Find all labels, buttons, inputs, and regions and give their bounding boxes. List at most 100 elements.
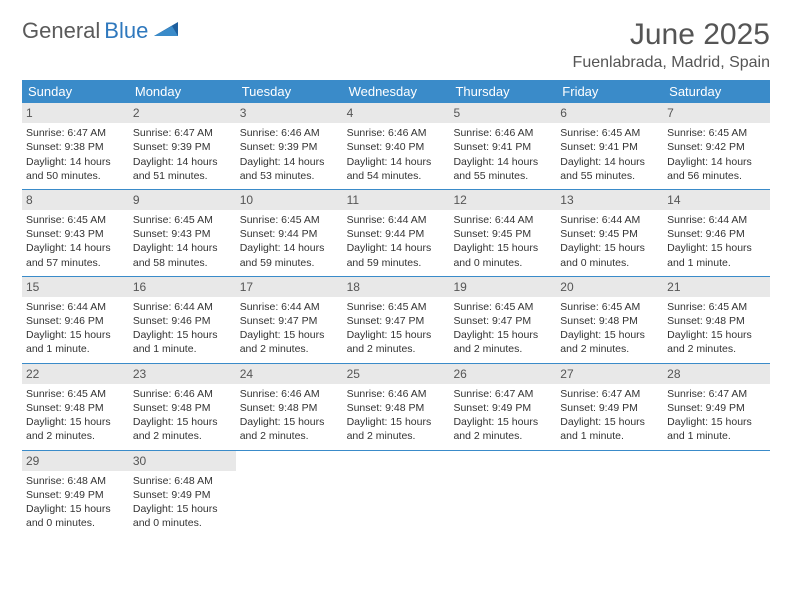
logo: GeneralBlue xyxy=(22,18,180,44)
daylight-text: Daylight: 15 hours and 2 minutes. xyxy=(453,328,552,356)
sunset-text: Sunset: 9:44 PM xyxy=(240,227,339,241)
sunset-text: Sunset: 9:48 PM xyxy=(667,314,766,328)
day-number: 2 xyxy=(129,103,236,123)
day-cell: 8 Sunrise: 6:45 AMSunset: 9:43 PMDaylight… xyxy=(22,190,129,276)
sunrise-text: Sunrise: 6:47 AM xyxy=(133,126,232,140)
sunset-text: Sunset: 9:45 PM xyxy=(453,227,552,241)
sunset-text: Sunset: 9:44 PM xyxy=(347,227,446,241)
day-cell: 25Sunrise: 6:46 AMSunset: 9:48 PMDayligh… xyxy=(343,364,450,450)
daylight-text: Daylight: 15 hours and 0 minutes. xyxy=(133,502,232,530)
day-cell: 14Sunrise: 6:44 AMSunset: 9:46 PMDayligh… xyxy=(663,190,770,276)
sunrise-text: Sunrise: 6:44 AM xyxy=(667,213,766,227)
week-row: 15Sunrise: 6:44 AMSunset: 9:46 PMDayligh… xyxy=(22,276,770,363)
day-header-friday: Friday xyxy=(556,80,663,103)
day-number: 23 xyxy=(129,364,236,384)
daylight-text: Daylight: 15 hours and 0 minutes. xyxy=(453,241,552,269)
location: Fuenlabrada, Madrid, Spain xyxy=(573,54,770,72)
day-cell xyxy=(663,451,770,537)
daylight-text: Daylight: 14 hours and 58 minutes. xyxy=(133,241,232,269)
day-number: 30 xyxy=(129,451,236,471)
daylight-text: Daylight: 15 hours and 1 minute. xyxy=(667,241,766,269)
day-number: 9 xyxy=(129,190,236,210)
sunset-text: Sunset: 9:41 PM xyxy=(560,140,659,154)
sunset-text: Sunset: 9:48 PM xyxy=(560,314,659,328)
daylight-text: Daylight: 14 hours and 59 minutes. xyxy=(347,241,446,269)
sunset-text: Sunset: 9:38 PM xyxy=(26,140,125,154)
day-header-row: Sunday Monday Tuesday Wednesday Thursday… xyxy=(22,80,770,103)
daylight-text: Daylight: 15 hours and 1 minute. xyxy=(667,415,766,443)
daylight-text: Daylight: 15 hours and 2 minutes. xyxy=(667,328,766,356)
day-number: 1 xyxy=(22,103,129,123)
title-block: June 2025 Fuenlabrada, Madrid, Spain xyxy=(573,18,770,72)
day-cell: 19Sunrise: 6:45 AMSunset: 9:47 PMDayligh… xyxy=(449,277,556,363)
day-header-sunday: Sunday xyxy=(22,80,129,103)
sunset-text: Sunset: 9:39 PM xyxy=(240,140,339,154)
sunrise-text: Sunrise: 6:44 AM xyxy=(453,213,552,227)
day-cell: 11Sunrise: 6:44 AMSunset: 9:44 PMDayligh… xyxy=(343,190,450,276)
day-number: 28 xyxy=(663,364,770,384)
sunset-text: Sunset: 9:43 PM xyxy=(133,227,232,241)
sunrise-text: Sunrise: 6:48 AM xyxy=(26,474,125,488)
day-cell: 18Sunrise: 6:45 AMSunset: 9:47 PMDayligh… xyxy=(343,277,450,363)
daylight-text: Daylight: 15 hours and 0 minutes. xyxy=(560,241,659,269)
sunset-text: Sunset: 9:48 PM xyxy=(240,401,339,415)
sunrise-text: Sunrise: 6:45 AM xyxy=(133,213,232,227)
sunrise-text: Sunrise: 6:46 AM xyxy=(347,387,446,401)
sunset-text: Sunset: 9:46 PM xyxy=(26,314,125,328)
day-cell: 1Sunrise: 6:47 AMSunset: 9:38 PMDaylight… xyxy=(22,103,129,189)
day-cell xyxy=(236,451,343,537)
sunrise-text: Sunrise: 6:44 AM xyxy=(347,213,446,227)
sunset-text: Sunset: 9:49 PM xyxy=(453,401,552,415)
day-cell: 9 Sunrise: 6:45 AMSunset: 9:43 PMDaylight… xyxy=(129,190,236,276)
day-cell: 12 Sunrise: 6:44 AMSunset: 9:45 PMDayligh… xyxy=(449,190,556,276)
week-row: 8Sunrise: 6:45 AMSunset: 9:43 PMDaylight… xyxy=(22,189,770,276)
day-cell: 13Sunrise: 6:44 AMSunset: 9:45 PMDayligh… xyxy=(556,190,663,276)
day-number: 27 xyxy=(556,364,663,384)
sunset-text: Sunset: 9:46 PM xyxy=(667,227,766,241)
daylight-text: Daylight: 14 hours and 54 minutes. xyxy=(347,155,446,183)
daylight-text: Daylight: 15 hours and 2 minutes. xyxy=(240,328,339,356)
day-header-thursday: Thursday xyxy=(449,80,556,103)
sunset-text: Sunset: 9:41 PM xyxy=(453,140,552,154)
sunrise-text: Sunrise: 6:47 AM xyxy=(26,126,125,140)
day-number: 5 xyxy=(449,103,556,123)
day-cell: 16Sunrise: 6:44 AMSunset: 9:46 PMDayligh… xyxy=(129,277,236,363)
day-number: 4 xyxy=(343,103,450,123)
day-number: 15 xyxy=(22,277,129,297)
daylight-text: Daylight: 14 hours and 56 minutes. xyxy=(667,155,766,183)
day-number: 24 xyxy=(236,364,343,384)
sunrise-text: Sunrise: 6:47 AM xyxy=(453,387,552,401)
sunrise-text: Sunrise: 6:45 AM xyxy=(26,387,125,401)
day-cell xyxy=(449,451,556,537)
day-number: 25 xyxy=(343,364,450,384)
logo-text-dark: General xyxy=(22,18,100,44)
daylight-text: Daylight: 14 hours and 57 minutes. xyxy=(26,241,125,269)
daylight-text: Daylight: 15 hours and 2 minutes. xyxy=(133,415,232,443)
day-cell: 15Sunrise: 6:44 AMSunset: 9:46 PMDayligh… xyxy=(22,277,129,363)
sunset-text: Sunset: 9:39 PM xyxy=(133,140,232,154)
sunset-text: Sunset: 9:43 PM xyxy=(26,227,125,241)
sunset-text: Sunset: 9:46 PM xyxy=(133,314,232,328)
day-header-monday: Monday xyxy=(129,80,236,103)
calendar: Sunday Monday Tuesday Wednesday Thursday… xyxy=(22,80,770,536)
day-cell: 30Sunrise: 6:48 AMSunset: 9:49 PMDayligh… xyxy=(129,451,236,537)
logo-text-blue: Blue xyxy=(104,18,148,44)
daylight-text: Daylight: 15 hours and 2 minutes. xyxy=(347,328,446,356)
day-cell: 22Sunrise: 6:45 AMSunset: 9:48 PMDayligh… xyxy=(22,364,129,450)
day-cell: 2Sunrise: 6:47 AMSunset: 9:39 PMDaylight… xyxy=(129,103,236,189)
day-number: 8 xyxy=(22,190,129,210)
sunset-text: Sunset: 9:42 PM xyxy=(667,140,766,154)
day-cell: 29Sunrise: 6:48 AMSunset: 9:49 PMDayligh… xyxy=(22,451,129,537)
header: GeneralBlue June 2025 Fuenlabrada, Madri… xyxy=(22,18,770,72)
sunrise-text: Sunrise: 6:45 AM xyxy=(453,300,552,314)
week-row: 22Sunrise: 6:45 AMSunset: 9:48 PMDayligh… xyxy=(22,363,770,450)
sunset-text: Sunset: 9:48 PM xyxy=(347,401,446,415)
day-number: 29 xyxy=(22,451,129,471)
day-number: 21 xyxy=(663,277,770,297)
day-number: 12 xyxy=(449,190,556,210)
sunrise-text: Sunrise: 6:45 AM xyxy=(26,213,125,227)
sunset-text: Sunset: 9:47 PM xyxy=(453,314,552,328)
triangle-icon xyxy=(154,20,180,43)
sunrise-text: Sunrise: 6:46 AM xyxy=(133,387,232,401)
sunset-text: Sunset: 9:45 PM xyxy=(560,227,659,241)
